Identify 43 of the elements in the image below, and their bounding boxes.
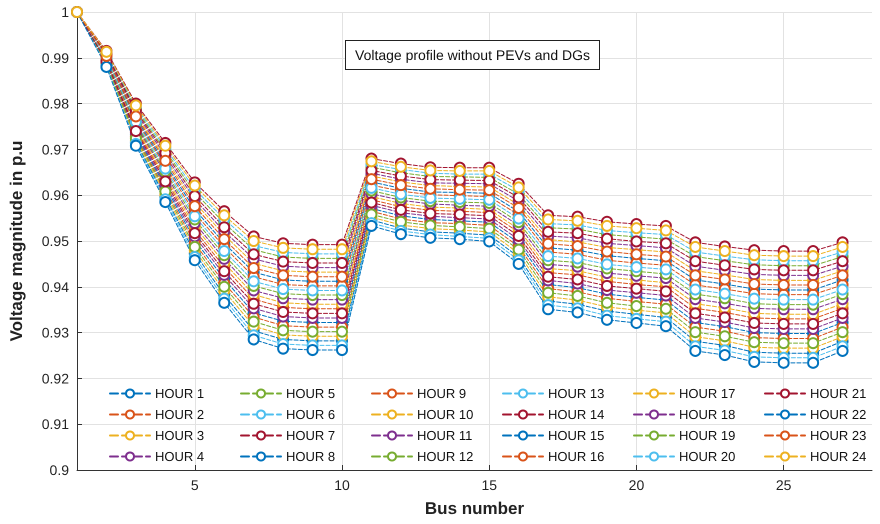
legend-label: HOUR 2 <box>155 407 204 422</box>
x-tick-label: 25 <box>776 477 792 493</box>
legend-label: HOUR 10 <box>417 407 474 422</box>
legend-label: HOUR 5 <box>286 386 336 401</box>
y-tick-label: 0.99 <box>42 50 70 66</box>
legend-label: HOUR 16 <box>548 449 604 464</box>
legend-label: HOUR 3 <box>155 428 204 443</box>
legend-label: HOUR 7 <box>286 428 336 443</box>
legend-label: HOUR 14 <box>548 407 604 422</box>
x-tick-label: 15 <box>481 477 498 493</box>
y-tick-label: 0.97 <box>42 141 70 158</box>
y-tick-label: 0.91 <box>42 416 70 432</box>
legend-label: HOUR 13 <box>548 386 604 401</box>
legend-label: HOUR 18 <box>679 407 736 422</box>
legend-label: HOUR 22 <box>810 407 866 422</box>
legend-label: HOUR 17 <box>679 386 736 401</box>
x-axis-title: Bus number <box>424 499 524 518</box>
legend-label: HOUR 1 <box>155 386 204 401</box>
y-tick-label: 0.92 <box>42 370 70 386</box>
y-axis-title: Voltage magnitude in p.u <box>7 140 26 342</box>
y-tick-label: 0.93 <box>42 324 70 341</box>
legend-label: HOUR 9 <box>417 386 466 401</box>
legend-label: HOUR 8 <box>286 449 336 464</box>
text: Voltage profile without PEVs and DGs <box>355 47 590 63</box>
y-tick-label: 0.95 <box>42 233 70 249</box>
y-tick-label: 0.98 <box>42 96 70 112</box>
y-tick-label: 1 <box>61 4 70 20</box>
y-tick-label: 0.96 <box>42 187 70 204</box>
x-tick-label: 10 <box>334 477 350 493</box>
legend-label: HOUR 11 <box>417 428 472 443</box>
legend-label: HOUR 6 <box>286 407 336 422</box>
x-tick-label: 20 <box>628 477 644 493</box>
legend-label: HOUR 4 <box>155 449 204 464</box>
x-tick-label: 5 <box>190 477 199 493</box>
legend-label: HOUR 12 <box>417 449 474 464</box>
legend-label: HOUR 15 <box>548 428 604 443</box>
y-tick-label: 0.9 <box>50 462 70 478</box>
legend-label: HOUR 20 <box>679 449 736 464</box>
y-tick-label: 0.94 <box>42 278 70 295</box>
legend-label: HOUR 23 <box>810 428 866 443</box>
legend-label: HOUR 24 <box>810 449 866 464</box>
legend-label: HOUR 21 <box>810 386 866 401</box>
legend-label: HOUR 19 <box>679 428 736 443</box>
